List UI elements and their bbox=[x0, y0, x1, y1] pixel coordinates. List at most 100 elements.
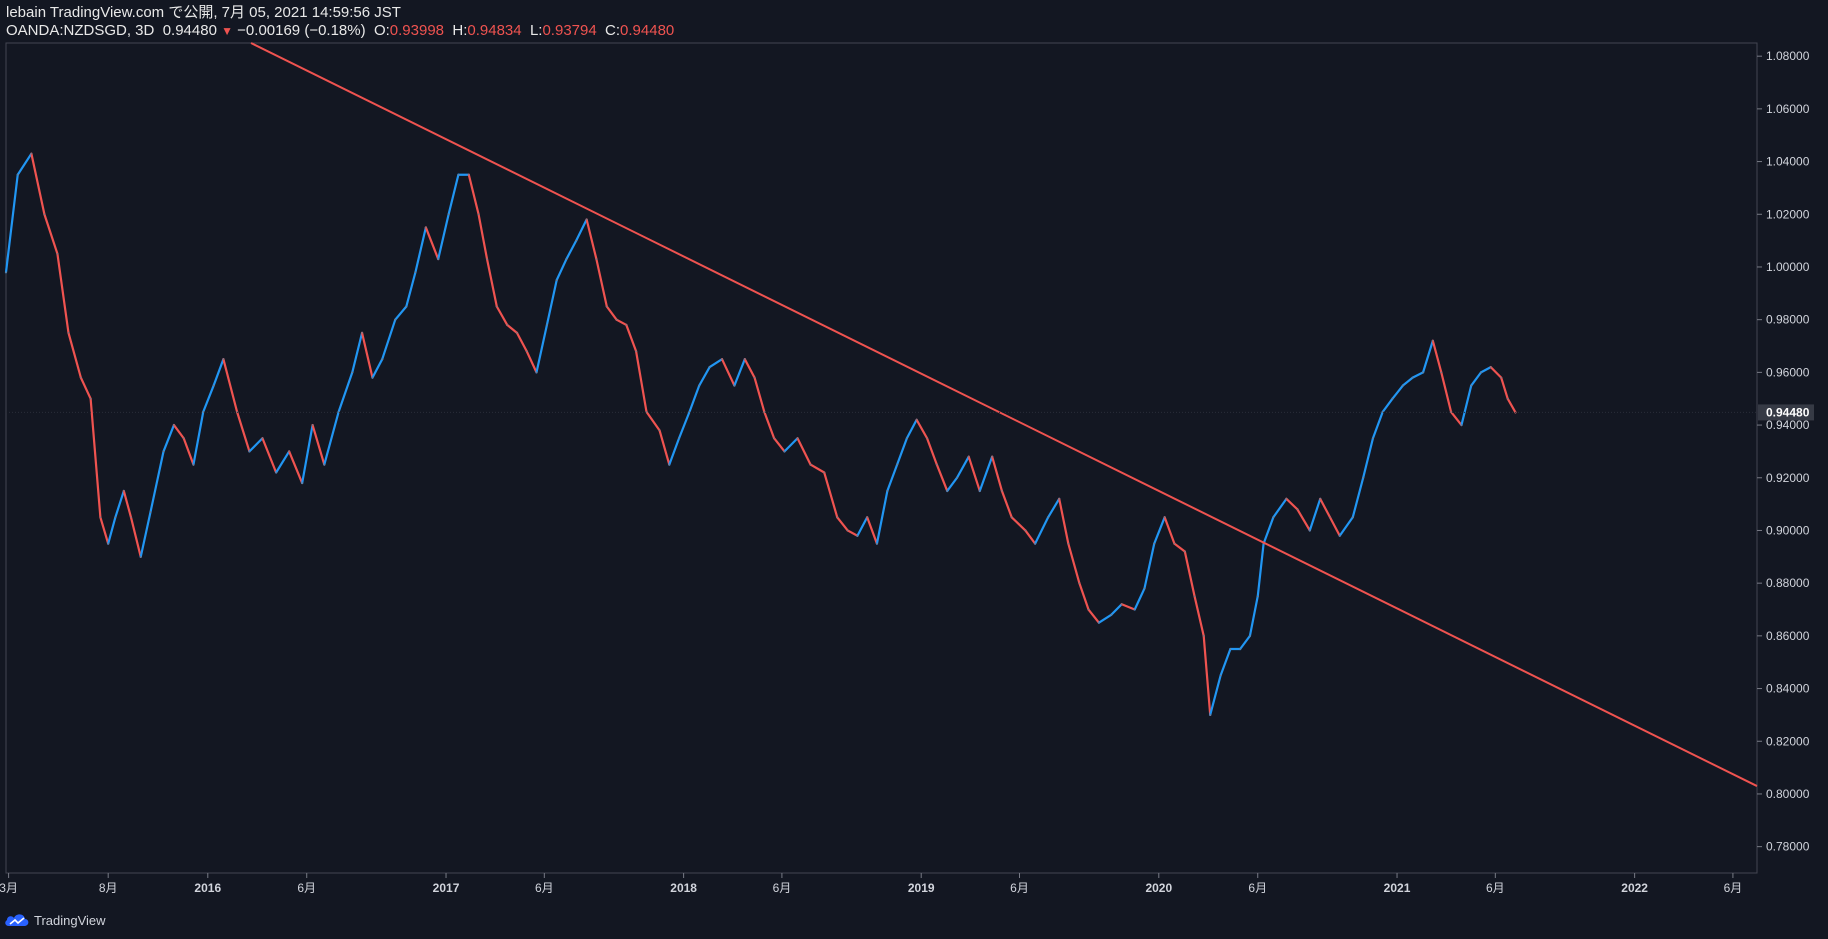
price-point bbox=[1193, 595, 1196, 598]
price-point bbox=[635, 350, 637, 353]
price-segment bbox=[1219, 647, 1232, 677]
price-segment bbox=[1421, 339, 1434, 374]
price-point bbox=[437, 258, 440, 260]
price-segment bbox=[1440, 371, 1453, 413]
price-point bbox=[1432, 339, 1434, 342]
price-point bbox=[1296, 508, 1299, 511]
price-segment bbox=[708, 358, 724, 369]
last-price-label: 0.94480 bbox=[1766, 405, 1810, 419]
price-point bbox=[248, 450, 251, 453]
price-point bbox=[1047, 516, 1049, 519]
x-tick-label: 6月 bbox=[1724, 881, 1743, 895]
price-segment bbox=[935, 463, 949, 493]
price-point bbox=[212, 384, 215, 387]
price-segment bbox=[1328, 516, 1341, 537]
price-point bbox=[1272, 516, 1275, 519]
price-point bbox=[585, 218, 588, 221]
price-point bbox=[1391, 397, 1394, 400]
y-tick-label: 0.92000 bbox=[1766, 471, 1810, 485]
y-tick-label: 1.04000 bbox=[1766, 155, 1810, 169]
last-price-marker: 0.94480 bbox=[6, 404, 1814, 421]
price-segment bbox=[1087, 608, 1101, 624]
price-point bbox=[565, 258, 568, 260]
price-point bbox=[1153, 542, 1156, 545]
price-segment bbox=[182, 437, 195, 466]
price-point bbox=[123, 490, 125, 492]
price-segment bbox=[1381, 397, 1394, 413]
price-segment bbox=[248, 437, 264, 453]
price-point bbox=[43, 213, 46, 216]
price-segment bbox=[202, 384, 215, 413]
price-segment bbox=[796, 437, 812, 466]
price-segment bbox=[56, 252, 70, 334]
price-point bbox=[1078, 582, 1081, 584]
price-point bbox=[525, 350, 528, 353]
price-segment bbox=[1338, 516, 1354, 537]
price-point bbox=[688, 411, 691, 413]
trendline-group[interactable] bbox=[250, 42, 1758, 787]
price-segment bbox=[1202, 634, 1212, 717]
price-point bbox=[1489, 366, 1492, 368]
price-segment bbox=[783, 437, 799, 453]
price-point bbox=[149, 511, 152, 513]
y-tick-label: 0.90000 bbox=[1766, 523, 1810, 537]
y-tick-label: 0.82000 bbox=[1766, 734, 1810, 748]
price-segment bbox=[485, 257, 498, 308]
price-point bbox=[1058, 498, 1061, 500]
price-segment bbox=[99, 516, 110, 545]
price-segment bbox=[886, 463, 899, 493]
price-point bbox=[836, 516, 839, 519]
price-segment bbox=[875, 489, 889, 545]
price-point bbox=[1219, 674, 1222, 677]
plot-area[interactable] bbox=[5, 42, 1758, 874]
close-value: 0.94480 bbox=[620, 22, 675, 39]
price-segment bbox=[605, 305, 618, 321]
price-point bbox=[1319, 498, 1322, 500]
price-segment bbox=[122, 489, 133, 519]
price-point bbox=[261, 437, 264, 440]
price-segment bbox=[447, 173, 460, 216]
price-segment bbox=[1460, 384, 1473, 427]
price-axis[interactable]: 1.08000 1.06000 1.04000 1.02000 1.00000 0.980… bbox=[1757, 49, 1810, 854]
y-tick-label: 0.86000 bbox=[1766, 629, 1810, 643]
price-segment bbox=[585, 218, 598, 261]
price-segment bbox=[1000, 489, 1013, 519]
time-axis[interactable]: 3月 8月 2016 6月 2017 6月 2018 6月 2019 6月 2020 6月 2021 6月… bbox=[0, 873, 1742, 895]
price-point bbox=[733, 384, 736, 387]
price-segment bbox=[645, 410, 661, 432]
price-point bbox=[222, 358, 225, 360]
price-point bbox=[457, 173, 460, 176]
price-segment bbox=[1308, 497, 1322, 532]
brand-footer[interactable]: TradingView bbox=[4, 910, 106, 930]
price-point bbox=[991, 455, 993, 458]
price-segment bbox=[495, 305, 509, 327]
x-tick-label: 6月 bbox=[1486, 881, 1505, 895]
price-point bbox=[351, 371, 354, 374]
price-segment bbox=[360, 331, 374, 379]
down-arrow-icon: ▼ bbox=[221, 24, 233, 38]
price-point bbox=[275, 471, 277, 474]
y-tick-label: 1.06000 bbox=[1766, 102, 1810, 116]
high-label: H: bbox=[452, 22, 468, 39]
y-tick-label: 0.84000 bbox=[1766, 682, 1810, 696]
price-segment bbox=[1431, 339, 1443, 374]
price-segment bbox=[381, 318, 397, 361]
price-segment bbox=[677, 410, 691, 440]
price-segment bbox=[1285, 497, 1299, 511]
price-segment bbox=[222, 358, 239, 413]
price-point bbox=[1351, 516, 1354, 519]
trendline bbox=[250, 42, 1758, 787]
price-segment bbox=[846, 529, 859, 537]
price-segment bbox=[733, 358, 746, 387]
price-segment bbox=[1391, 384, 1404, 400]
price-segment bbox=[515, 331, 528, 353]
price-point bbox=[978, 490, 981, 492]
brand-label: TradingView bbox=[34, 912, 106, 928]
price-point bbox=[796, 437, 799, 440]
y-tick-label: 0.78000 bbox=[1766, 840, 1810, 854]
price-point bbox=[1229, 648, 1232, 650]
price-point bbox=[1411, 376, 1414, 379]
price-segment bbox=[192, 410, 205, 466]
price-point bbox=[89, 397, 92, 400]
